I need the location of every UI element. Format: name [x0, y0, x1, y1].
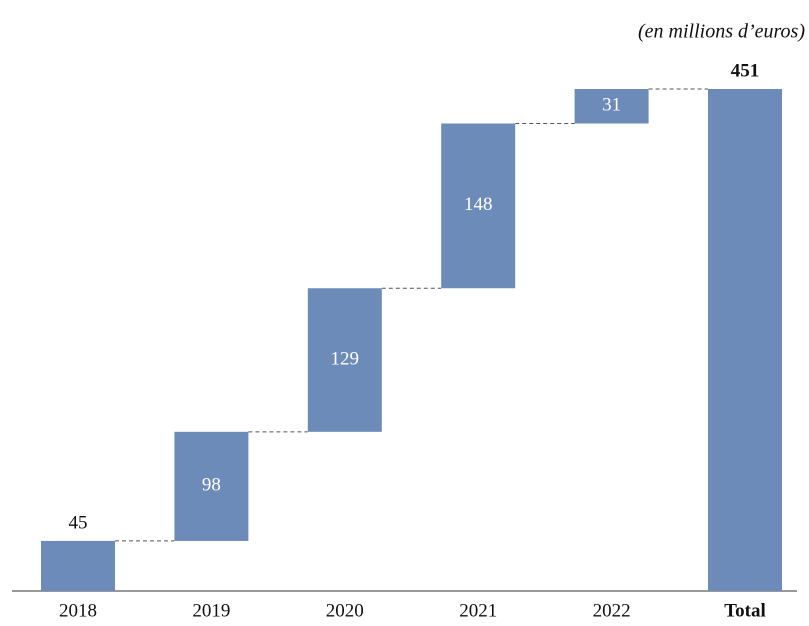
bar — [708, 89, 782, 591]
x-tick-label: 2021 — [459, 600, 497, 621]
bar — [574, 89, 649, 124]
chart-subtitle: (en millions d’euros) — [638, 21, 805, 43]
bar — [174, 431, 249, 541]
x-tick-label: 2020 — [326, 600, 364, 621]
bar — [307, 288, 382, 432]
bar — [41, 540, 115, 591]
value-label: 129 — [331, 348, 360, 369]
x-tick-label: 2019 — [192, 600, 230, 621]
value-label: 45 — [69, 512, 88, 533]
bar — [441, 123, 516, 289]
x-tick-label: Total — [724, 600, 766, 621]
x-tick-label: 2018 — [59, 600, 97, 621]
value-label: 148 — [464, 194, 493, 215]
value-label: 98 — [202, 475, 221, 496]
value-label: 31 — [602, 95, 621, 116]
value-label: 451 — [731, 60, 760, 81]
x-tick-label: 2022 — [593, 600, 631, 621]
